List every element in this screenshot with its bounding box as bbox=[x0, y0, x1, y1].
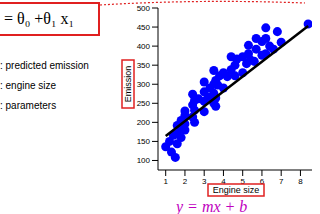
svg-text:300: 300 bbox=[137, 80, 151, 89]
svg-text:Emission: Emission bbox=[123, 66, 133, 103]
svg-text:7: 7 bbox=[279, 177, 284, 186]
svg-text:6: 6 bbox=[260, 177, 265, 186]
svg-text:200: 200 bbox=[137, 118, 151, 127]
svg-text:500: 500 bbox=[137, 4, 151, 13]
svg-text:5: 5 bbox=[240, 177, 245, 186]
html-text:: parameters: : parameters bbox=[0, 100, 57, 111]
svg-text:350: 350 bbox=[137, 61, 151, 70]
svg-text:150: 150 bbox=[137, 137, 151, 146]
svg-text:Engine size: Engine size bbox=[213, 185, 260, 195]
svg-text:400: 400 bbox=[137, 42, 151, 51]
svg-text:1: 1 bbox=[163, 177, 168, 186]
svg-text:2: 2 bbox=[183, 177, 188, 186]
svg-text:3: 3 bbox=[202, 177, 207, 186]
svg-text:y = mx + b: y = mx + b bbox=[174, 198, 247, 214]
svg-text:100: 100 bbox=[137, 156, 151, 165]
html-text:: engine size: : engine size bbox=[0, 80, 57, 91]
html-text:: predicted emission: : predicted emission bbox=[0, 60, 89, 71]
svg-text:450: 450 bbox=[137, 23, 151, 32]
html-text:= θ₀ +θ₁ x₁: = θ₀ +θ₁ x₁ bbox=[4, 10, 75, 27]
svg-text:250: 250 bbox=[137, 99, 151, 108]
svg-text:8: 8 bbox=[298, 177, 303, 186]
svg-text:4: 4 bbox=[221, 177, 226, 186]
